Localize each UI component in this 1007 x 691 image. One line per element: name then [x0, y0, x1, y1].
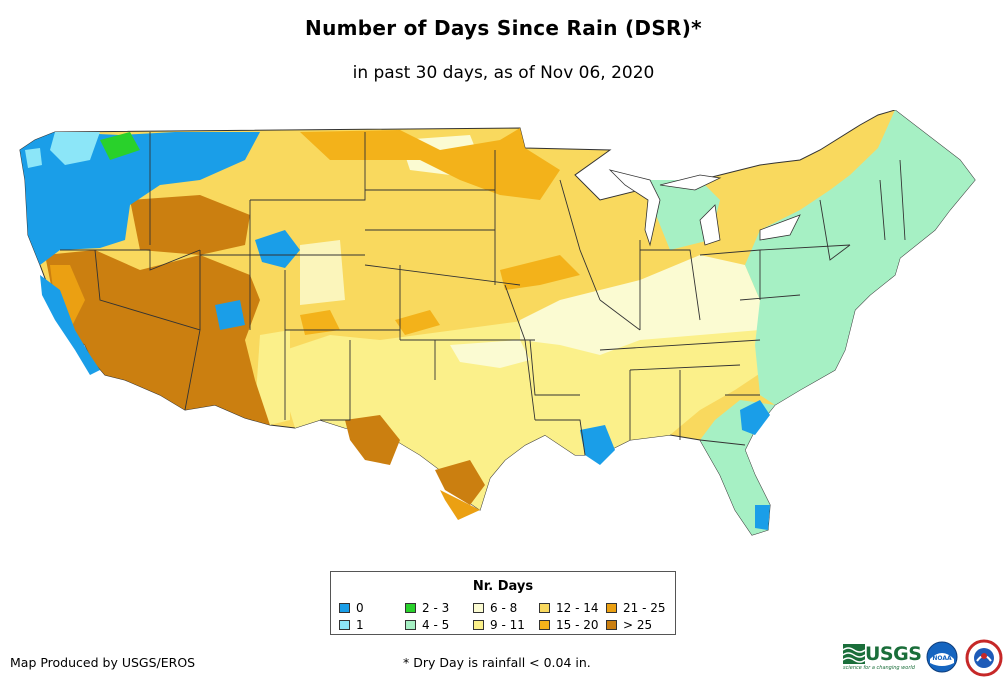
legend-item: 12 - 14 [539, 602, 599, 614]
usgs-logo: USGS science for a changing world [843, 643, 922, 671]
state-boundaries [60, 132, 906, 456]
legend-swatch [606, 620, 617, 630]
legend-swatch [339, 620, 350, 630]
svg-text:NOAA: NOAA [932, 655, 952, 662]
footnote-text: * Dry Day is rainfall < 0.04 in. [403, 655, 591, 670]
legend-swatch [405, 603, 416, 613]
legend-item: 0 [339, 602, 364, 614]
map-subtitle: in past 30 days, as of Nov 06, 2020 [352, 63, 655, 83]
legend-swatch [539, 620, 550, 630]
legend-swatch [405, 620, 416, 630]
legend-item: > 25 [606, 619, 652, 631]
usgs-wave-icon [843, 644, 865, 664]
legend-swatch [473, 603, 484, 613]
nws-logo-icon [965, 639, 1003, 677]
great-lakes [608, 169, 801, 247]
map-title: Number of Days Since Rain (DSR)* [305, 16, 702, 40]
legend-swatch [539, 603, 550, 613]
legend: Nr. Days 0 1 2 - 3 4 - 5 6 - 8 9 - 11 12… [330, 571, 676, 635]
dsr-map [19, 110, 976, 536]
credit-text: Map Produced by USGS/EROS [10, 655, 196, 670]
legend-item: 6 - 8 [473, 602, 517, 614]
legend-item: 2 - 3 [405, 602, 449, 614]
legend-item: 9 - 11 [473, 619, 525, 631]
legend-item: 15 - 20 [539, 619, 599, 631]
legend-swatch [473, 620, 484, 630]
legend-swatch [339, 603, 350, 613]
legend-item: 1 [339, 619, 364, 631]
legend-swatch [606, 603, 617, 613]
legend-item: 21 - 25 [606, 602, 666, 614]
legend-title: Nr. Days [472, 579, 534, 594]
noaa-logo-icon: NOAA [926, 641, 958, 673]
legend-item: 4 - 5 [405, 619, 449, 631]
